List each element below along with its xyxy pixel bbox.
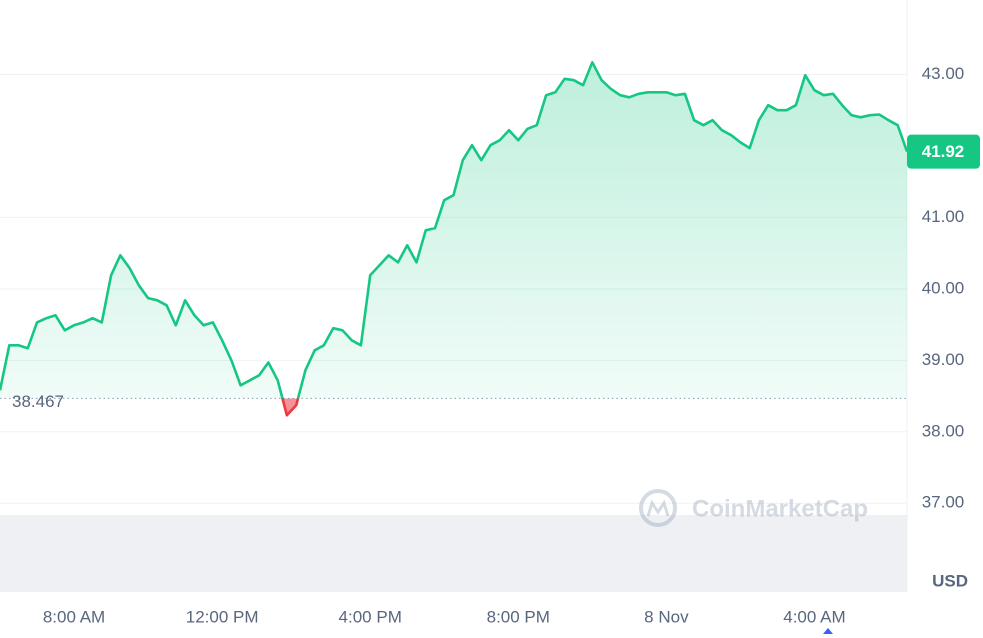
unit-label: USD (932, 571, 968, 590)
watermark: CoinMarketCap (639, 489, 868, 527)
x-tick-label: 8 Nov (644, 607, 689, 626)
price-line (0, 61, 909, 417)
price-badge (907, 134, 980, 169)
x-tick-label: 8:00 PM (487, 607, 550, 626)
y-tick-label: 37.00 (922, 493, 965, 512)
x-tick-label: 8:00 AM (43, 607, 105, 626)
marker (823, 628, 833, 634)
area (0, 62, 907, 416)
x-tick-label: 4:00 AM (783, 607, 845, 626)
y-tick-label: 41.00 (922, 207, 965, 226)
y-tick-label: 40.00 (922, 278, 965, 297)
watermark-text: CoinMarketCap (692, 495, 868, 522)
y-tick-label: 38.00 (922, 421, 965, 440)
y-tick-label: 39.00 (922, 350, 965, 369)
x-tick-label: 12:00 PM (186, 607, 259, 626)
x-tick-label: 4:00 PM (339, 607, 402, 626)
y-tick-label: 43.00 (922, 64, 965, 83)
volume-area (0, 515, 907, 592)
baseline-label: 38.467 (12, 392, 64, 411)
price-badge-label: 41.92 (922, 142, 965, 161)
